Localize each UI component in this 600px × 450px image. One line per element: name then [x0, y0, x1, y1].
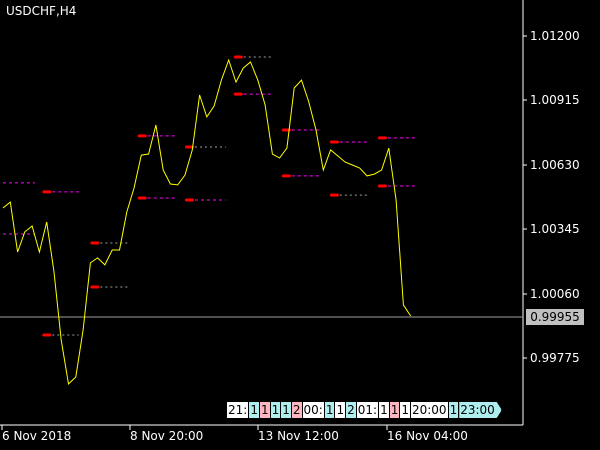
- level-marker: [137, 196, 147, 200]
- axis-ticks: [1, 35, 527, 430]
- date-tick: 13 Nov 12:00: [258, 429, 339, 443]
- level-marker: [137, 134, 147, 138]
- level-marker: [377, 184, 387, 188]
- time-label-box: 1: [400, 402, 411, 418]
- level-lines: [3, 55, 418, 337]
- level-marker: [42, 333, 52, 337]
- price-tick: 1.00060: [530, 287, 580, 301]
- price-tick: 1.00915: [530, 93, 580, 107]
- date-tick: 8 Nov 20:00: [130, 429, 204, 443]
- time-label-box: 1: [335, 402, 347, 418]
- current-price-label: 0.99955: [526, 309, 584, 325]
- time-label-box: 1: [324, 402, 336, 418]
- time-label-box: 20:00: [410, 402, 449, 418]
- price-series-line: [2, 58, 412, 386]
- price-tick: 1.01200: [530, 29, 580, 43]
- level-marker: [281, 174, 291, 178]
- level-marker: [329, 140, 339, 144]
- level-marker: [42, 190, 52, 194]
- time-label-box: 1: [270, 402, 282, 418]
- date-tick: 6 Nov 2018: [2, 429, 72, 443]
- time-label-box: 1: [448, 402, 460, 418]
- date-tick: 16 Nov 04:00: [387, 429, 468, 443]
- time-label-box: 21:: [227, 402, 250, 418]
- time-label-box: 2: [291, 402, 303, 418]
- time-label-box: 23:00: [459, 402, 502, 418]
- level-marker: [233, 92, 243, 96]
- price-tick: 1.00630: [530, 158, 580, 172]
- level-marker: [233, 55, 243, 59]
- level-marker: [90, 241, 100, 245]
- time-labels-strip: 21: 1 1 1 1 2 00: 1 1 2 01: 1 1 1 20:00 1 23:00: [227, 402, 502, 418]
- time-label-box: 1: [259, 402, 271, 418]
- level-marker: [185, 198, 194, 202]
- time-label-box: 1: [389, 402, 401, 418]
- time-label-box: 01:: [356, 402, 380, 418]
- price-tick: 1.00345: [530, 222, 580, 236]
- level-marker: [90, 285, 100, 289]
- chart-title: USDCHF,H4: [6, 4, 77, 18]
- level-marker: [185, 145, 194, 149]
- time-label-box: 2: [346, 402, 357, 418]
- time-label-box: 1: [249, 402, 260, 418]
- level-marker: [329, 193, 339, 197]
- level-marker: [377, 136, 387, 140]
- time-label-box: 1: [379, 402, 390, 418]
- time-label-box: 00:: [302, 402, 325, 418]
- price-tick: 0.99775: [530, 351, 580, 365]
- time-label-box: 1: [281, 402, 292, 418]
